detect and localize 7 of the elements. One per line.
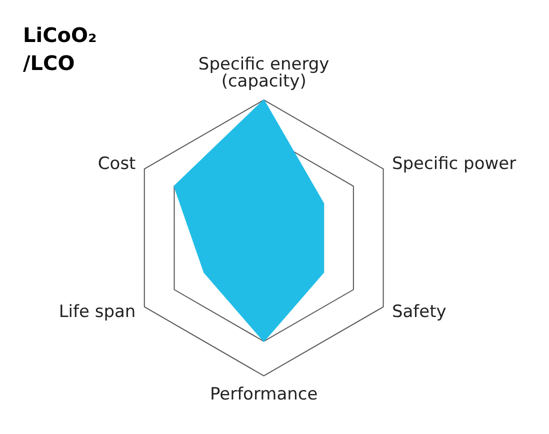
spoke-label: Performance [210, 384, 318, 404]
spoke-label: Life span [58, 302, 136, 322]
spoke-label: Specific energy (capacity) [198, 54, 330, 92]
spoke-label: Cost [98, 154, 136, 174]
chart-title: LiCoO₂ /LCO [23, 23, 97, 75]
spoke-label: Specific power [392, 154, 516, 174]
spoke-label: Safety [392, 302, 446, 322]
